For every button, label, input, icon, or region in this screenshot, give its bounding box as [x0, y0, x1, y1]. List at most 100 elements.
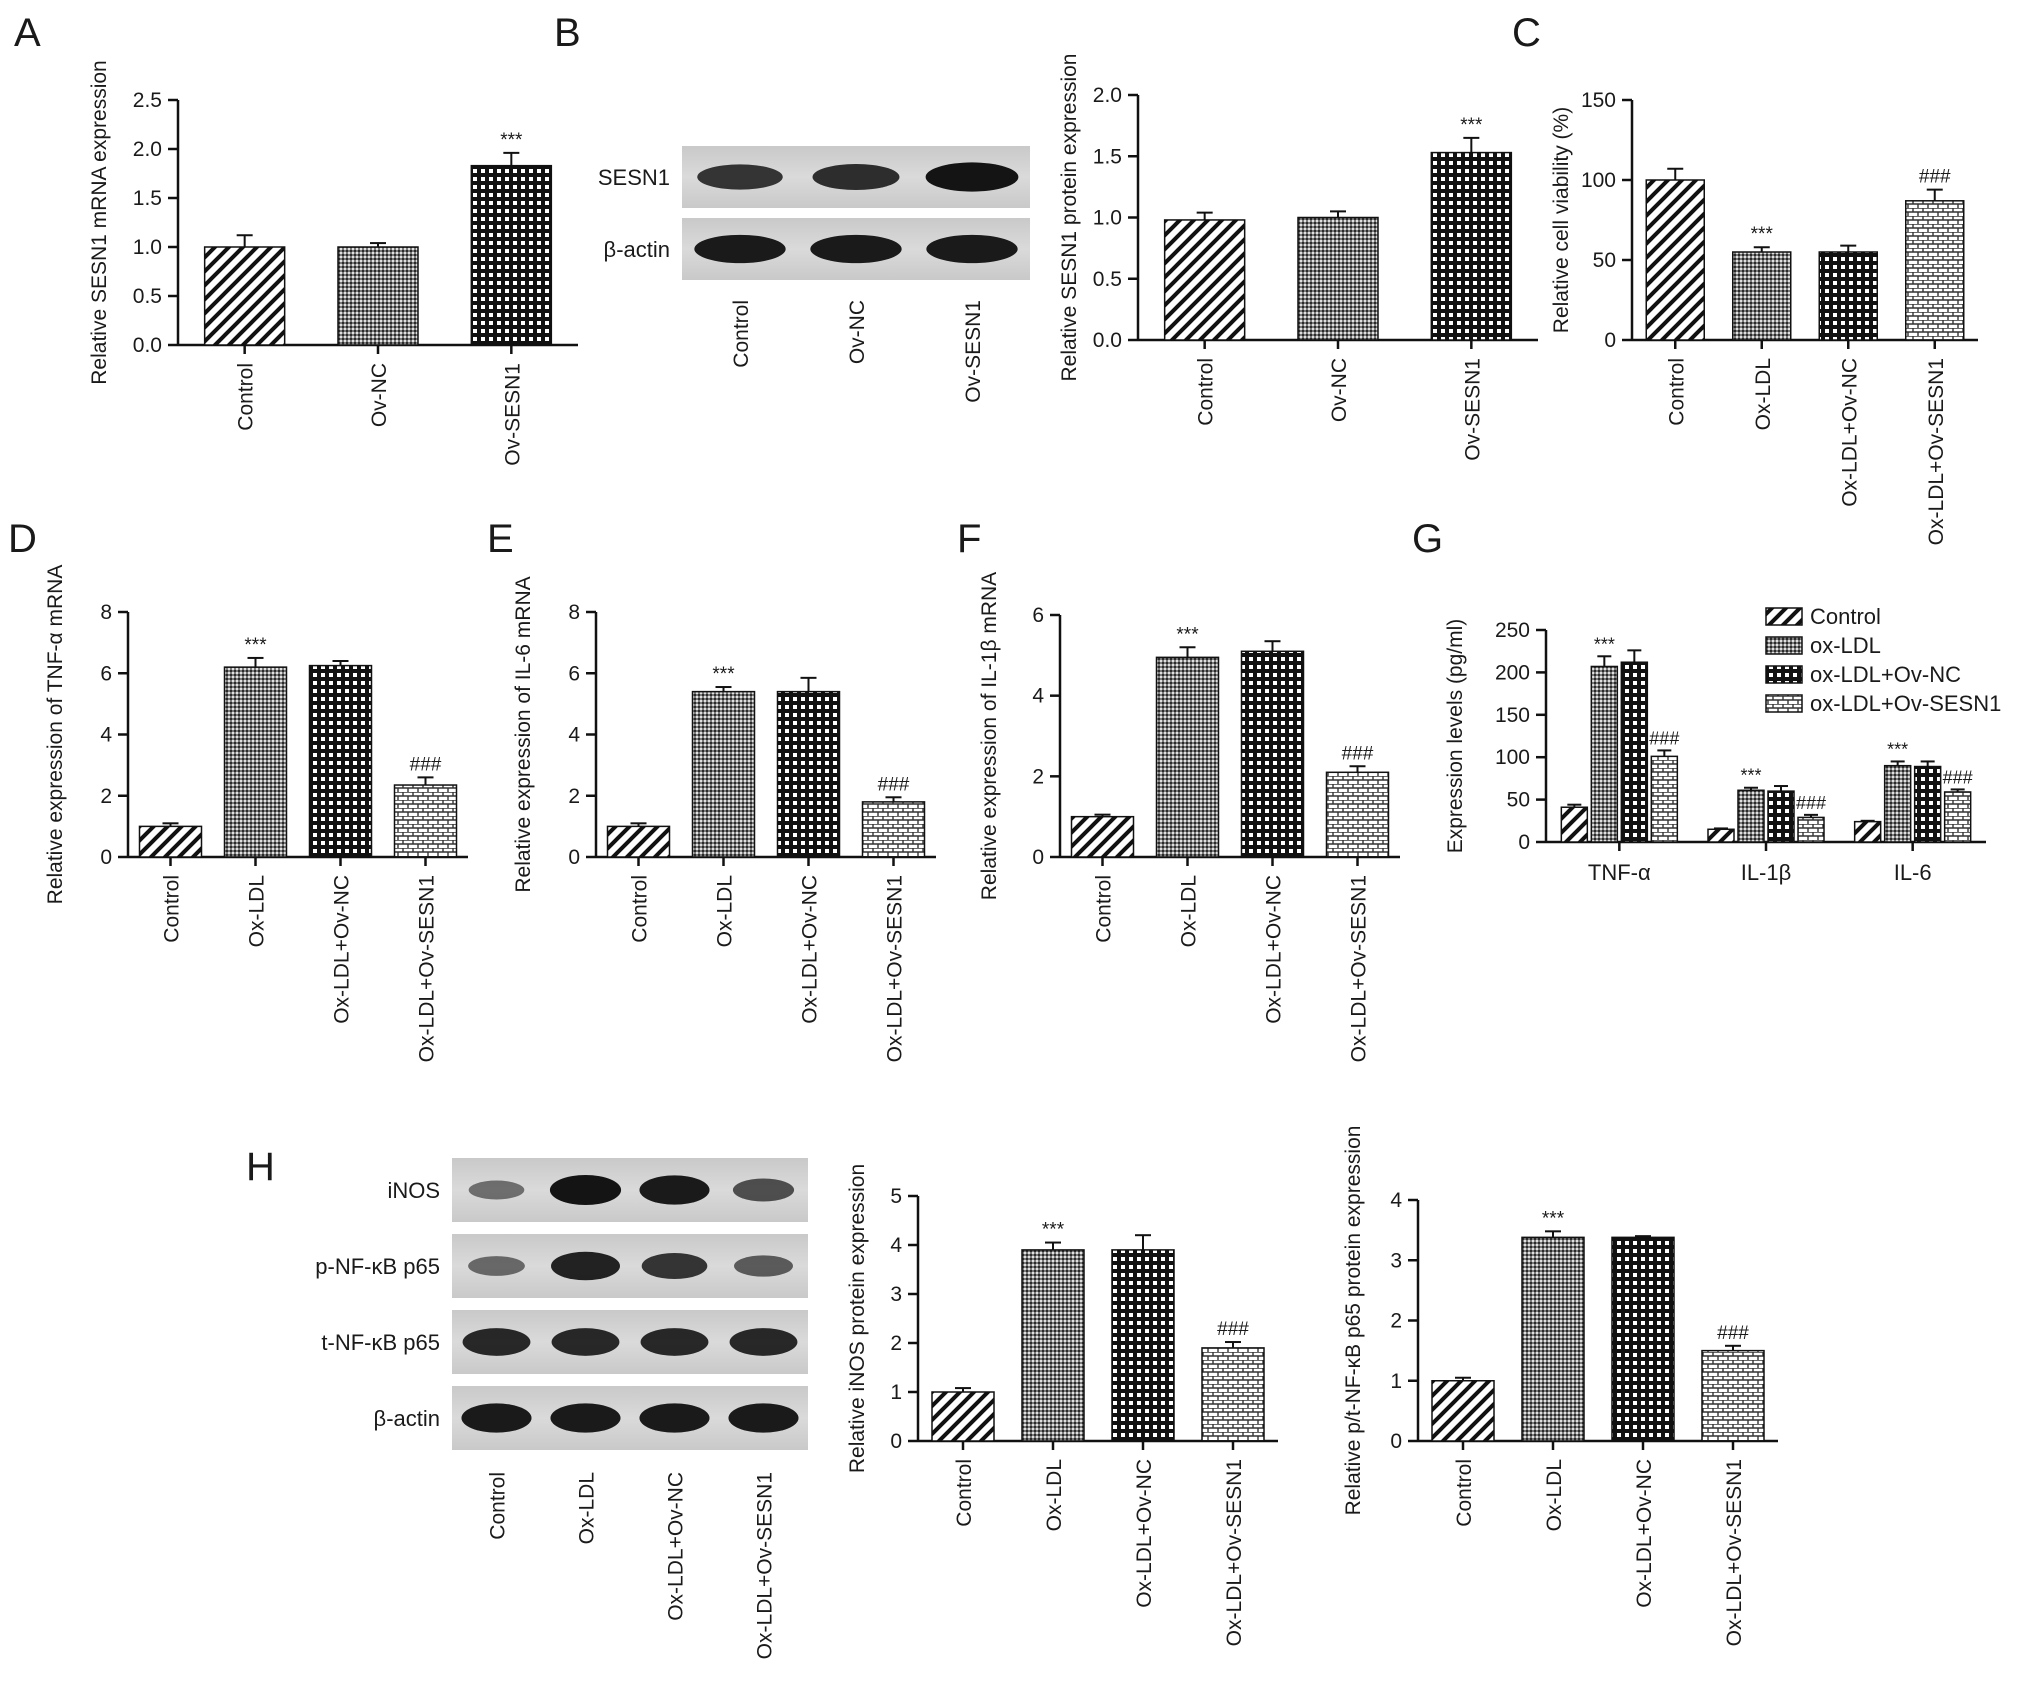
blot-row-label: β-actin — [374, 1406, 440, 1431]
y-tick-label: 4 — [890, 1234, 902, 1257]
legend-swatch — [1765, 636, 1803, 655]
y-tick-label: 0 — [890, 1430, 902, 1453]
x-tick-label: Ox-LDL+Ov-SESN1 — [416, 875, 439, 1062]
bar — [1430, 151, 1513, 341]
chart-panel-c-2: 0 50 100 150 Relative cell viability (%) Cont… — [1550, 89, 1978, 545]
blot-band — [734, 1255, 793, 1277]
blot-band — [549, 1174, 622, 1206]
x-tick-label: Control — [1093, 875, 1116, 943]
significance-mark: ### — [1943, 767, 1973, 787]
bar — [1297, 216, 1379, 341]
y-axis-title: Relative expression of IL-6 mRNA — [512, 576, 535, 892]
significance-mark: ### — [878, 774, 910, 795]
significance-mark: ### — [1342, 743, 1374, 764]
bar — [1853, 820, 1882, 843]
y-tick-label: 1 — [890, 1381, 902, 1404]
x-tick-label: IL-6 — [1894, 860, 1932, 885]
blot-band — [639, 1403, 710, 1433]
legend-label: Control — [1810, 604, 1881, 629]
significance-mark: ### — [1919, 167, 1951, 188]
significance-mark: *** — [1460, 115, 1483, 136]
y-tick-label: 2 — [100, 785, 112, 808]
y-tick-label: 0 — [100, 846, 112, 869]
y-axis-title: Relative cell viability (%) — [1550, 107, 1573, 333]
y-tick-label: 2 — [1032, 765, 1044, 788]
panel-letter-a: A — [14, 11, 41, 55]
chart-panel-a-0: 0.0 0.5 1.0 1.5 2.0 2.5 Relative SESN1 mRNA ex… — [88, 60, 578, 466]
significance-mark: ### — [1796, 793, 1826, 813]
y-axis-title: Relative iNOS protein expression — [846, 1164, 869, 1473]
y-tick-label: 0 — [568, 846, 580, 869]
x-tick-label: Ox-LDL+Ov-NC — [331, 875, 354, 1024]
x-tick-label: Ox-LDL+Ov-SESN1 — [1925, 358, 1948, 545]
bar — [1767, 790, 1795, 843]
y-tick-label: 0.0 — [133, 334, 162, 357]
bar — [1883, 764, 1912, 843]
y-tick-label: 0 — [1518, 831, 1530, 854]
panel-letter-g: G — [1412, 517, 1443, 561]
bar — [1737, 789, 1765, 843]
blot-band — [694, 234, 786, 264]
blot-band — [639, 1175, 710, 1205]
bar — [138, 825, 203, 858]
y-tick-label: 4 — [1032, 685, 1044, 708]
y-tick-label: 0.5 — [1093, 268, 1122, 291]
bar — [1201, 1347, 1265, 1442]
bar — [1111, 1249, 1175, 1442]
chart-panel-g-6: 0 50 100 150 200 250 Expression levels (pg/ml)… — [1444, 604, 2001, 885]
x-tick-label: Ox-LDL+Ov-SESN1 — [1723, 1459, 1746, 1646]
y-tick-label: 2 — [1390, 1310, 1402, 1333]
y-tick-label: 8 — [568, 601, 580, 624]
y-tick-label: 0 — [1604, 329, 1616, 352]
blot-row-label: iNOS — [387, 1178, 440, 1203]
y-tick-label: 8 — [100, 601, 112, 624]
blot-band — [812, 163, 900, 191]
y-tick-label: 6 — [100, 662, 112, 685]
bar — [606, 825, 671, 858]
bar — [691, 690, 756, 858]
western-blot-panel-b: SESN1 β-actin Control Ov-NC Ov-SESN1 — [598, 146, 1030, 403]
bar — [1913, 765, 1942, 843]
chart-panel-d-3: 0 2 4 6 8 Relative expression of TNF-α mRNA Co… — [44, 565, 468, 1062]
x-tick-label: Ox-LDL+Ov-NC — [1263, 875, 1286, 1024]
bar — [393, 784, 458, 858]
panel-letter-e: E — [487, 517, 514, 561]
bar — [1701, 1349, 1765, 1442]
y-tick-label: 3 — [890, 1283, 902, 1306]
bar — [1797, 816, 1825, 843]
blot-band — [640, 1328, 709, 1356]
y-tick-label: 4 — [100, 724, 112, 747]
x-tick-label: Ox-LDL+Ov-SESN1 — [1223, 1459, 1246, 1646]
significance-mark: ### — [1649, 728, 1679, 748]
y-axis-title: Relative expression of IL-1β mRNA — [978, 572, 1001, 900]
blot-band — [550, 1403, 621, 1433]
y-tick-label: 0 — [1390, 1430, 1402, 1453]
blot-band — [729, 1328, 798, 1356]
blot-band — [468, 1256, 525, 1276]
bar — [776, 690, 841, 858]
y-tick-label: 2.0 — [133, 138, 162, 161]
significance-mark: *** — [712, 664, 735, 685]
significance-mark: *** — [500, 130, 523, 151]
x-tick-label: Control — [629, 875, 652, 943]
y-tick-label: 250 — [1495, 619, 1530, 642]
bar — [1620, 661, 1649, 843]
x-tick-label: Control — [235, 363, 258, 431]
blot-lane-label: Ox-LDL+Ov-NC — [665, 1472, 688, 1621]
significance-mark: *** — [1887, 739, 1908, 759]
panel-letter-h: H — [246, 1145, 275, 1189]
bar — [1521, 1236, 1585, 1442]
legend-label: ox-LDL — [1810, 633, 1881, 658]
legend-swatch — [1765, 607, 1803, 626]
bar — [1163, 219, 1246, 341]
chart-panel-h-8: 0 1 2 3 4 Relative p/t-NF-κB p65 protein expr… — [1342, 1126, 1778, 1646]
x-tick-label: Ox-LDL+Ov-SESN1 — [1348, 875, 1371, 1062]
x-tick-label: Ox-LDL+Ov-SESN1 — [884, 875, 907, 1062]
blot-band — [810, 234, 902, 264]
bar — [1155, 656, 1220, 858]
significance-mark: ### — [1717, 1323, 1749, 1344]
y-tick-label: 3 — [1390, 1249, 1402, 1272]
blot-lane-label: Ov-NC — [846, 300, 869, 364]
y-tick-label: 50 — [1593, 249, 1616, 272]
y-tick-label: 6 — [568, 662, 580, 685]
